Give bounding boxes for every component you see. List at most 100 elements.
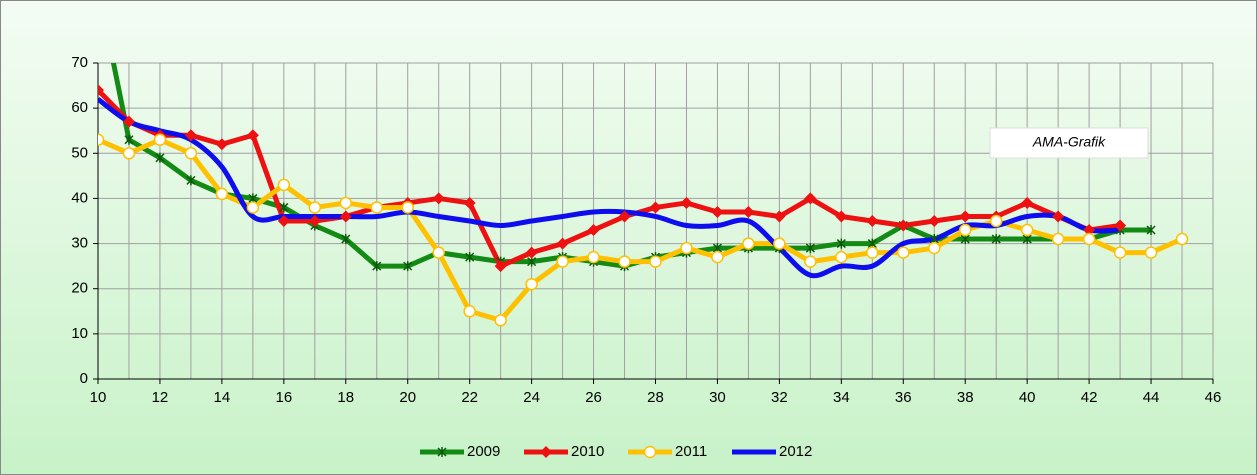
marker bbox=[184, 129, 197, 142]
x-tick-label: 20 bbox=[399, 389, 416, 406]
marker bbox=[1175, 232, 1189, 246]
legend-label: 2010 bbox=[571, 443, 604, 460]
marker bbox=[805, 243, 815, 254]
x-tick-label: 14 bbox=[214, 389, 231, 406]
marker bbox=[155, 152, 165, 163]
marker bbox=[153, 133, 167, 146]
y-tick-label: 10 bbox=[71, 325, 88, 342]
y-tick-label: 0 bbox=[80, 370, 88, 387]
x-tick-label: 44 bbox=[1143, 389, 1160, 406]
marker bbox=[556, 255, 569, 268]
marker bbox=[403, 261, 413, 272]
marker bbox=[494, 314, 507, 327]
marker bbox=[465, 252, 475, 263]
y-tick-label: 20 bbox=[71, 280, 88, 297]
marker bbox=[556, 237, 569, 250]
series-line bbox=[98, 88, 1121, 269]
marker bbox=[866, 215, 879, 227]
x-tick-label: 32 bbox=[771, 389, 788, 406]
marker bbox=[587, 224, 600, 237]
marker bbox=[1021, 196, 1034, 209]
x-tick-label: 26 bbox=[585, 389, 602, 406]
x-tick-label: 16 bbox=[275, 389, 292, 406]
marker bbox=[680, 241, 693, 255]
y-tick-label: 50 bbox=[71, 144, 88, 161]
x-tick-label: 30 bbox=[709, 389, 726, 406]
marker bbox=[401, 201, 414, 214]
marker bbox=[587, 250, 600, 264]
x-tick-label: 42 bbox=[1081, 389, 1098, 406]
marker bbox=[277, 215, 290, 227]
marker bbox=[897, 246, 910, 259]
marker bbox=[98, 84, 104, 97]
marker bbox=[432, 192, 445, 205]
marker bbox=[525, 277, 538, 291]
marker bbox=[122, 147, 136, 160]
marker bbox=[1113, 246, 1127, 259]
legend-label: 2011 bbox=[675, 443, 707, 460]
legend-label: 2009 bbox=[467, 443, 500, 460]
marker bbox=[1144, 246, 1158, 259]
marker bbox=[1051, 232, 1065, 246]
y-tick-label: 40 bbox=[71, 189, 88, 206]
marker bbox=[643, 445, 657, 459]
marker bbox=[372, 261, 382, 272]
marker bbox=[308, 215, 321, 227]
x-tick-label: 12 bbox=[152, 389, 169, 406]
marker bbox=[98, 133, 105, 146]
marker bbox=[341, 234, 351, 245]
x-tick-label: 38 bbox=[957, 389, 974, 406]
marker bbox=[370, 201, 383, 214]
x-tick-label: 10 bbox=[90, 389, 107, 406]
marker bbox=[215, 187, 229, 201]
marker bbox=[989, 214, 1003, 228]
marker bbox=[1114, 219, 1127, 232]
marker bbox=[437, 447, 447, 457]
marker bbox=[928, 241, 941, 255]
x-tick-label: 18 bbox=[337, 389, 354, 406]
marker bbox=[1083, 224, 1096, 237]
x-tick-label: 40 bbox=[1019, 389, 1036, 406]
marker bbox=[122, 115, 135, 128]
series-line bbox=[98, 97, 1121, 279]
marker bbox=[494, 260, 507, 273]
marker bbox=[215, 138, 228, 151]
marker bbox=[649, 201, 662, 214]
marker bbox=[897, 219, 910, 232]
marker bbox=[649, 255, 662, 268]
marker bbox=[1146, 225, 1156, 236]
y-tick-label: 30 bbox=[71, 235, 88, 252]
x-tick-label: 36 bbox=[895, 389, 912, 406]
marker bbox=[184, 147, 198, 160]
marker bbox=[339, 196, 353, 210]
marker bbox=[742, 237, 755, 250]
marker bbox=[991, 234, 1001, 245]
marker bbox=[866, 246, 879, 259]
x-tick-label: 22 bbox=[461, 389, 478, 406]
x-tick-label: 34 bbox=[833, 389, 850, 406]
annotation: AMA-Grafik bbox=[1032, 134, 1106, 150]
x-tick-label: 24 bbox=[523, 389, 540, 406]
marker bbox=[463, 196, 476, 209]
marker bbox=[339, 210, 352, 223]
marker bbox=[773, 210, 786, 223]
marker bbox=[742, 205, 755, 218]
marker bbox=[804, 255, 817, 268]
marker bbox=[1020, 223, 1034, 237]
legend-label: 2012 bbox=[779, 443, 812, 460]
marker bbox=[279, 202, 289, 213]
x-tick-label: 46 bbox=[1205, 389, 1222, 406]
marker bbox=[525, 246, 538, 259]
marker bbox=[711, 205, 724, 218]
marker bbox=[540, 446, 552, 458]
marker bbox=[711, 250, 724, 264]
marker bbox=[804, 192, 817, 205]
marker bbox=[124, 134, 134, 145]
marker bbox=[308, 201, 322, 214]
x-tick-label: 28 bbox=[647, 389, 664, 406]
y-tick-label: 60 bbox=[71, 99, 88, 116]
marker bbox=[928, 215, 941, 227]
marker bbox=[958, 223, 972, 237]
marker bbox=[246, 129, 259, 142]
